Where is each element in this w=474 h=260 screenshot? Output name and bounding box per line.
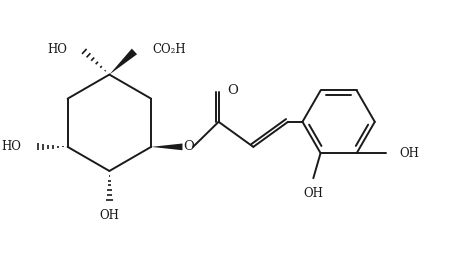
Text: OH: OH bbox=[100, 209, 119, 222]
Polygon shape bbox=[109, 49, 137, 75]
Text: O: O bbox=[183, 140, 194, 153]
Text: HO: HO bbox=[47, 43, 67, 56]
Text: OH: OH bbox=[399, 147, 419, 160]
Text: O: O bbox=[227, 84, 238, 98]
Text: OH: OH bbox=[303, 187, 323, 200]
Polygon shape bbox=[151, 144, 182, 150]
Text: CO₂H: CO₂H bbox=[153, 43, 186, 56]
Text: HO: HO bbox=[1, 140, 21, 153]
